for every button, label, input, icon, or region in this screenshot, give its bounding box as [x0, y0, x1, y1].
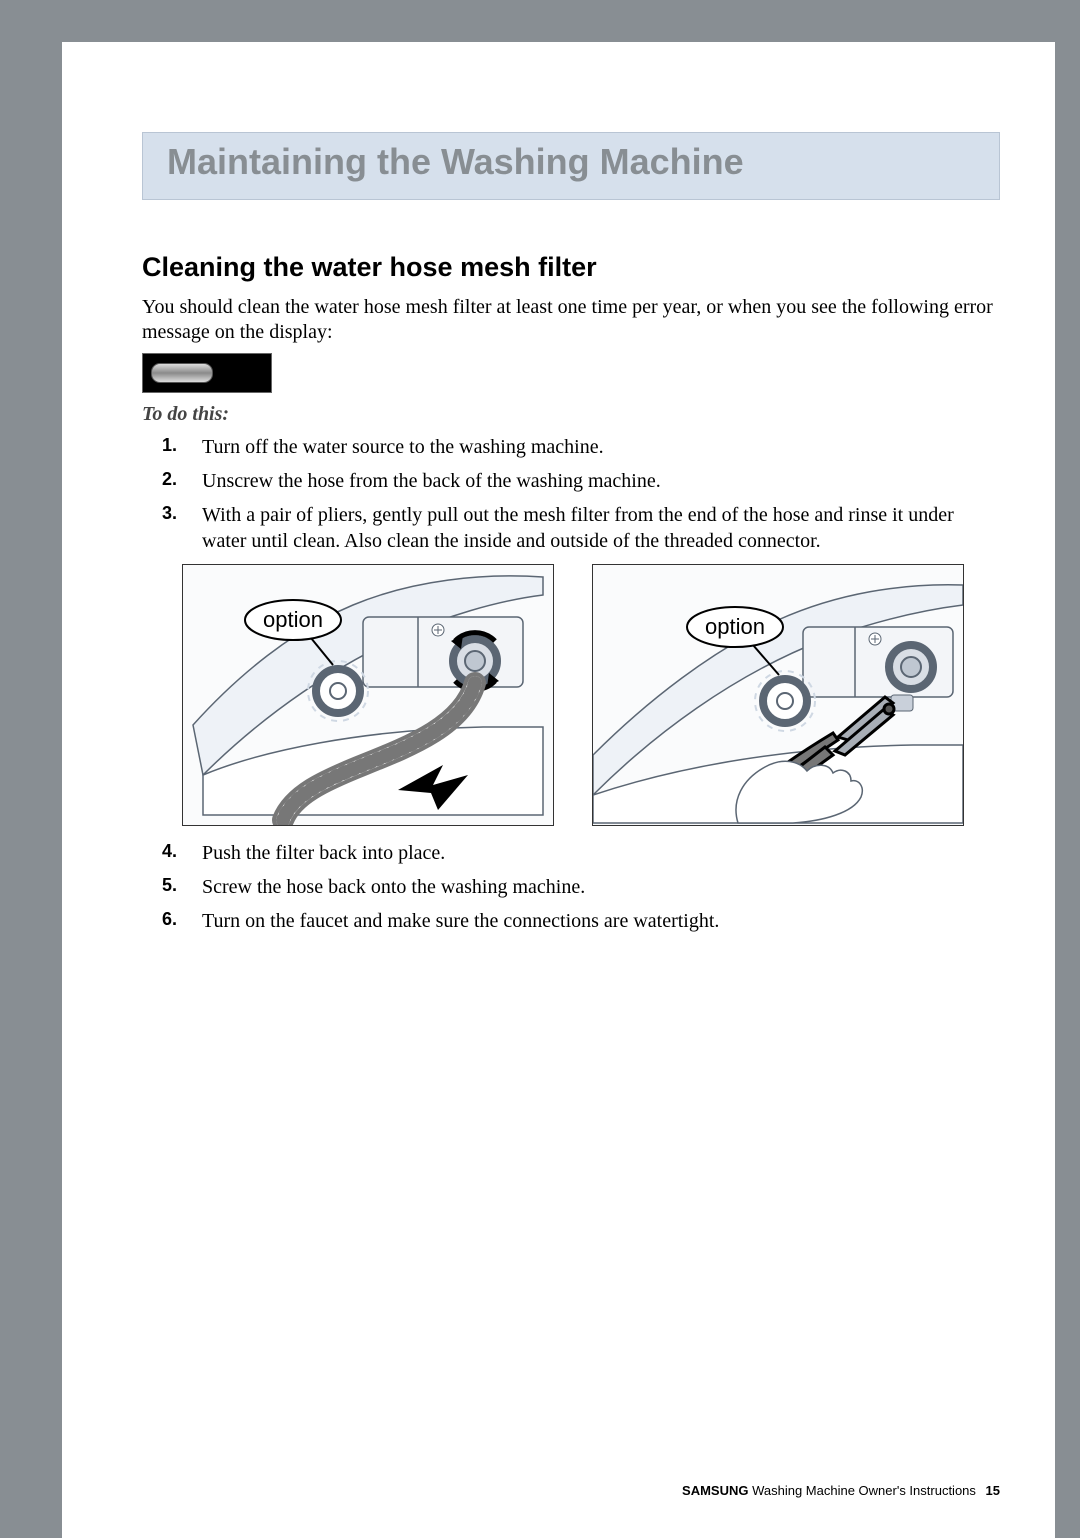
steps-list: Turn off the water source to the washing… — [162, 434, 1000, 554]
figure-label-right: option — [705, 614, 765, 639]
intro-paragraph: You should clean the water hose mesh fil… — [142, 295, 1000, 345]
step-item: Screw the hose back onto the washing mac… — [162, 874, 1000, 900]
steps-list-continued: Push the filter back into place. Screw t… — [162, 840, 1000, 934]
figure-label-left: option — [263, 607, 323, 632]
section-heading: Cleaning the water hose mesh filter — [142, 252, 1000, 283]
step-item: Push the filter back into place. — [162, 840, 1000, 866]
step-item: Unscrew the hose from the back of the wa… — [162, 468, 1000, 494]
page-title: Maintaining the Washing Machine — [167, 141, 744, 183]
step-item: Turn off the water source to the washing… — [162, 434, 1000, 460]
right-gutter — [1055, 42, 1080, 1538]
figure-pliers-filter-svg: option — [593, 565, 963, 825]
paper: Maintaining the Washing Machine Cleaning… — [62, 42, 1080, 1538]
error-display-graphic — [142, 353, 272, 393]
footer-brand: SAMSUNG — [682, 1483, 748, 1498]
error-indicator-icon — [151, 363, 213, 383]
figure-pliers-filter: option — [592, 564, 964, 826]
footer-page-number: 15 — [986, 1483, 1000, 1498]
subheading-to-do-this: To do this: — [142, 403, 1000, 426]
title-bar: Maintaining the Washing Machine — [142, 132, 1000, 200]
footer-text: Washing Machine Owner's Instructions — [748, 1483, 979, 1498]
figure-hose-unscrew: option — [182, 564, 554, 826]
page-footer: SAMSUNG Washing Machine Owner's Instruct… — [142, 1483, 1000, 1498]
step-item: With a pair of pliers, gently pull out t… — [162, 502, 1000, 554]
figure-hose-unscrew-svg: option — [183, 565, 553, 825]
figure-row: option — [182, 564, 1000, 826]
content-area: Cleaning the water hose mesh filter You … — [142, 252, 1000, 942]
step-item: Turn on the faucet and make sure the con… — [162, 908, 1000, 934]
